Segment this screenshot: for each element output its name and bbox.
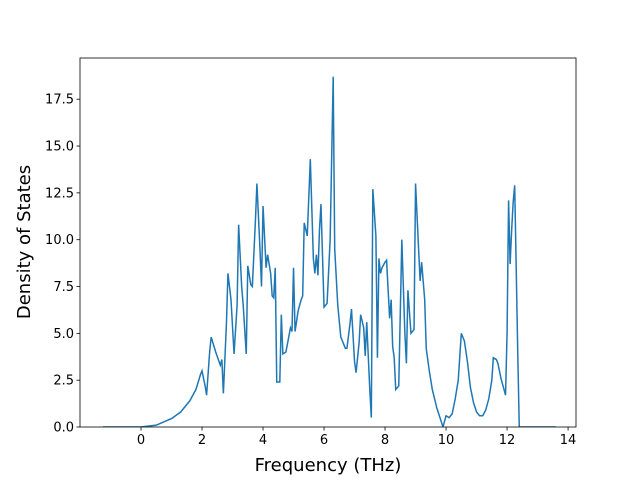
dos-line (102, 76, 556, 427)
x-axis-label: Frequency (THz) (255, 455, 402, 476)
y-tick-label: 7.5 (53, 280, 74, 295)
y-tick-label: 12.5 (45, 186, 74, 201)
x-tick-label: 4 (259, 433, 267, 448)
x-tick-label: 14 (560, 433, 577, 448)
y-tick-label: 17.5 (45, 93, 74, 108)
y-tick-label: 0.0 (53, 421, 74, 436)
y-tick-label: 15.0 (45, 140, 74, 155)
y-tick-label: 5.0 (53, 327, 74, 342)
x-tick-label: 0 (137, 433, 145, 448)
x-tick-label: 8 (381, 433, 389, 448)
axes-frame (79, 57, 577, 428)
plot-area (102, 76, 556, 427)
y-tick-label: 10.0 (45, 233, 74, 248)
x-tick-label: 10 (438, 433, 455, 448)
x-tick-label: 2 (198, 433, 206, 448)
x-tick-label: 6 (320, 433, 328, 448)
y-axis-label: Density of States (14, 165, 35, 319)
x-tick-label: 12 (499, 433, 516, 448)
y-tick-label: 2.5 (53, 374, 74, 389)
